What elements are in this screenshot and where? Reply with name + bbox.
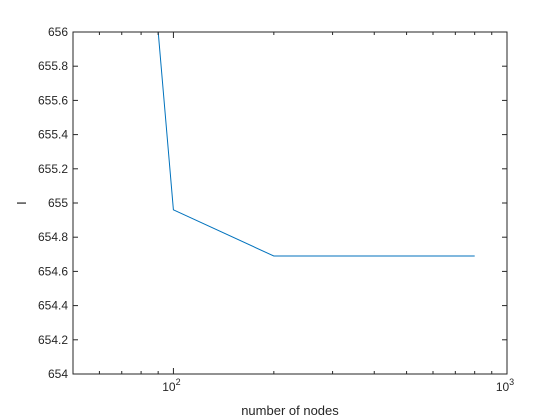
axes-box	[72, 31, 508, 375]
x-tick-label-base: 10	[496, 380, 510, 394]
y-tick-label: 655.4	[38, 128, 68, 142]
tick-layer: 654 654.2 654.4 654.6 654.8 655 655.2 655.4 655.…	[38, 25, 514, 394]
x-tick-label-base: 10	[162, 380, 176, 394]
x-tick-label: 103	[496, 377, 514, 394]
y-axis-label: I	[14, 201, 29, 205]
plot-area	[73, 32, 507, 374]
y-tick-label: 656	[48, 25, 68, 39]
y-tick-label: 655.2	[38, 162, 68, 176]
y-tick-label: 654.8	[38, 230, 68, 244]
x-tick-label: 102	[162, 377, 180, 394]
y-tick-label: 655.6	[38, 93, 68, 107]
series-line	[157, 31, 475, 257]
y-tick-label: 654	[48, 367, 68, 381]
y-tick-label: 654.6	[38, 264, 68, 278]
y-tick-label: 654.2	[38, 333, 68, 347]
y-tick-label: 654.4	[38, 299, 68, 313]
y-tick-label: 655.8	[38, 59, 68, 73]
x-tick-label-exponent: 3	[509, 377, 514, 387]
y-tick-label: 655	[48, 196, 68, 210]
x-axis-label: number of nodes	[241, 403, 339, 418]
x-tick-label-exponent: 2	[176, 377, 181, 387]
series-layer	[157, 31, 475, 257]
